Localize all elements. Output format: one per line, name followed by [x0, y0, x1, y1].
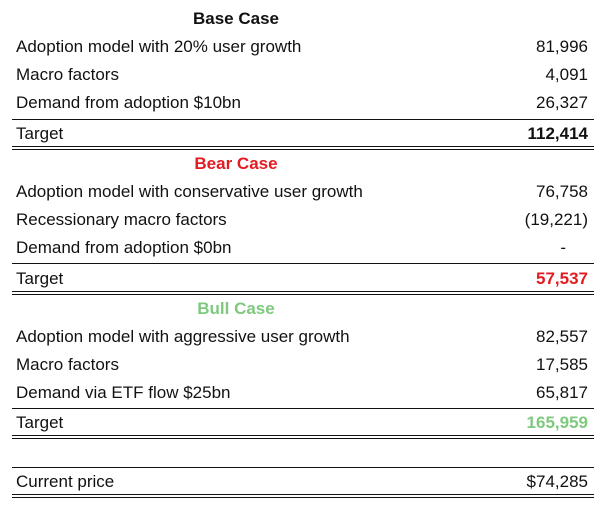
- base-case-item-value: 26,327: [536, 93, 588, 112]
- bull-case-row: Adoption model with aggressive user grow…: [12, 323, 594, 351]
- bear-case-double-rule: [12, 291, 594, 295]
- base-case-item-value: 81,996: [536, 37, 588, 56]
- bear-case-item-value: -: [560, 238, 566, 257]
- base-case-item-value: 4,091: [545, 65, 588, 84]
- bear-case-title: Bear Case: [194, 154, 278, 173]
- bear-case-target-row: Target 57,537: [12, 265, 594, 293]
- bear-case-item-value: (19,221): [524, 210, 588, 229]
- current-price-value: $74,285: [526, 472, 588, 491]
- current-price-double-rule: [12, 494, 594, 498]
- bear-case-row: Demand from adoption $0bn -: [12, 234, 594, 262]
- bull-case-item-value: 17,585: [536, 355, 588, 374]
- base-case-item-label: Adoption model with 20% user growth: [16, 37, 302, 56]
- current-price-row: Current price $74,285: [12, 468, 594, 496]
- bear-case-item-label: Recessionary macro factors: [16, 210, 227, 229]
- base-case-target-row: Target 112,414: [12, 120, 594, 148]
- bear-case-item-value: 76,758: [536, 182, 588, 201]
- base-case-target-value: 112,414: [527, 124, 588, 143]
- bull-case-double-rule: [12, 435, 594, 439]
- bull-case-item-label: Macro factors: [16, 355, 119, 374]
- bull-case-item-value: 65,817: [536, 383, 588, 402]
- base-case-top-rule: [12, 119, 594, 120]
- bull-case-item-value: 82,557: [536, 327, 588, 346]
- base-case-item-label: Macro factors: [16, 65, 119, 84]
- base-case-row: Macro factors 4,091: [12, 61, 594, 89]
- bull-case-title: Bull Case: [197, 299, 275, 318]
- bear-case-row: Adoption model with conservative user gr…: [12, 178, 594, 206]
- bear-case-target-value: 57,537: [536, 269, 588, 288]
- bear-case-top-rule: [12, 263, 594, 264]
- base-case-row: Demand from adoption $10bn 26,327: [12, 89, 594, 117]
- bull-case-top-rule: [12, 408, 594, 409]
- bear-case-row: Recessionary macro factors (19,221): [12, 206, 594, 234]
- base-case-title: Base Case: [192, 9, 279, 28]
- bull-case-target-row: Target 165,959: [12, 409, 594, 437]
- base-case-row: Adoption model with 20% user growth 81,9…: [12, 33, 594, 61]
- base-case-double-rule: [12, 146, 594, 150]
- base-case-target-label: Target: [16, 124, 64, 143]
- bull-case-target-value: 165,959: [526, 413, 588, 432]
- bear-case-target-label: Target: [16, 269, 64, 288]
- current-price-label: Current price: [16, 472, 115, 491]
- bull-case-target-label: Target: [16, 413, 64, 432]
- bull-case-item-label: Demand via ETF flow $25bn: [16, 383, 231, 402]
- bull-case-row: Macro factors 17,585: [12, 351, 594, 379]
- base-case-item-label: Demand from adoption $10bn: [16, 93, 241, 112]
- bear-case-item-label: Adoption model with conservative user gr…: [16, 182, 363, 201]
- bear-case-item-label: Demand from adoption $0bn: [16, 238, 232, 257]
- current-price-top-rule: [12, 467, 594, 468]
- bull-case-row: Demand via ETF flow $25bn 65,817: [12, 379, 594, 407]
- bull-case-item-label: Adoption model with aggressive user grow…: [16, 327, 350, 346]
